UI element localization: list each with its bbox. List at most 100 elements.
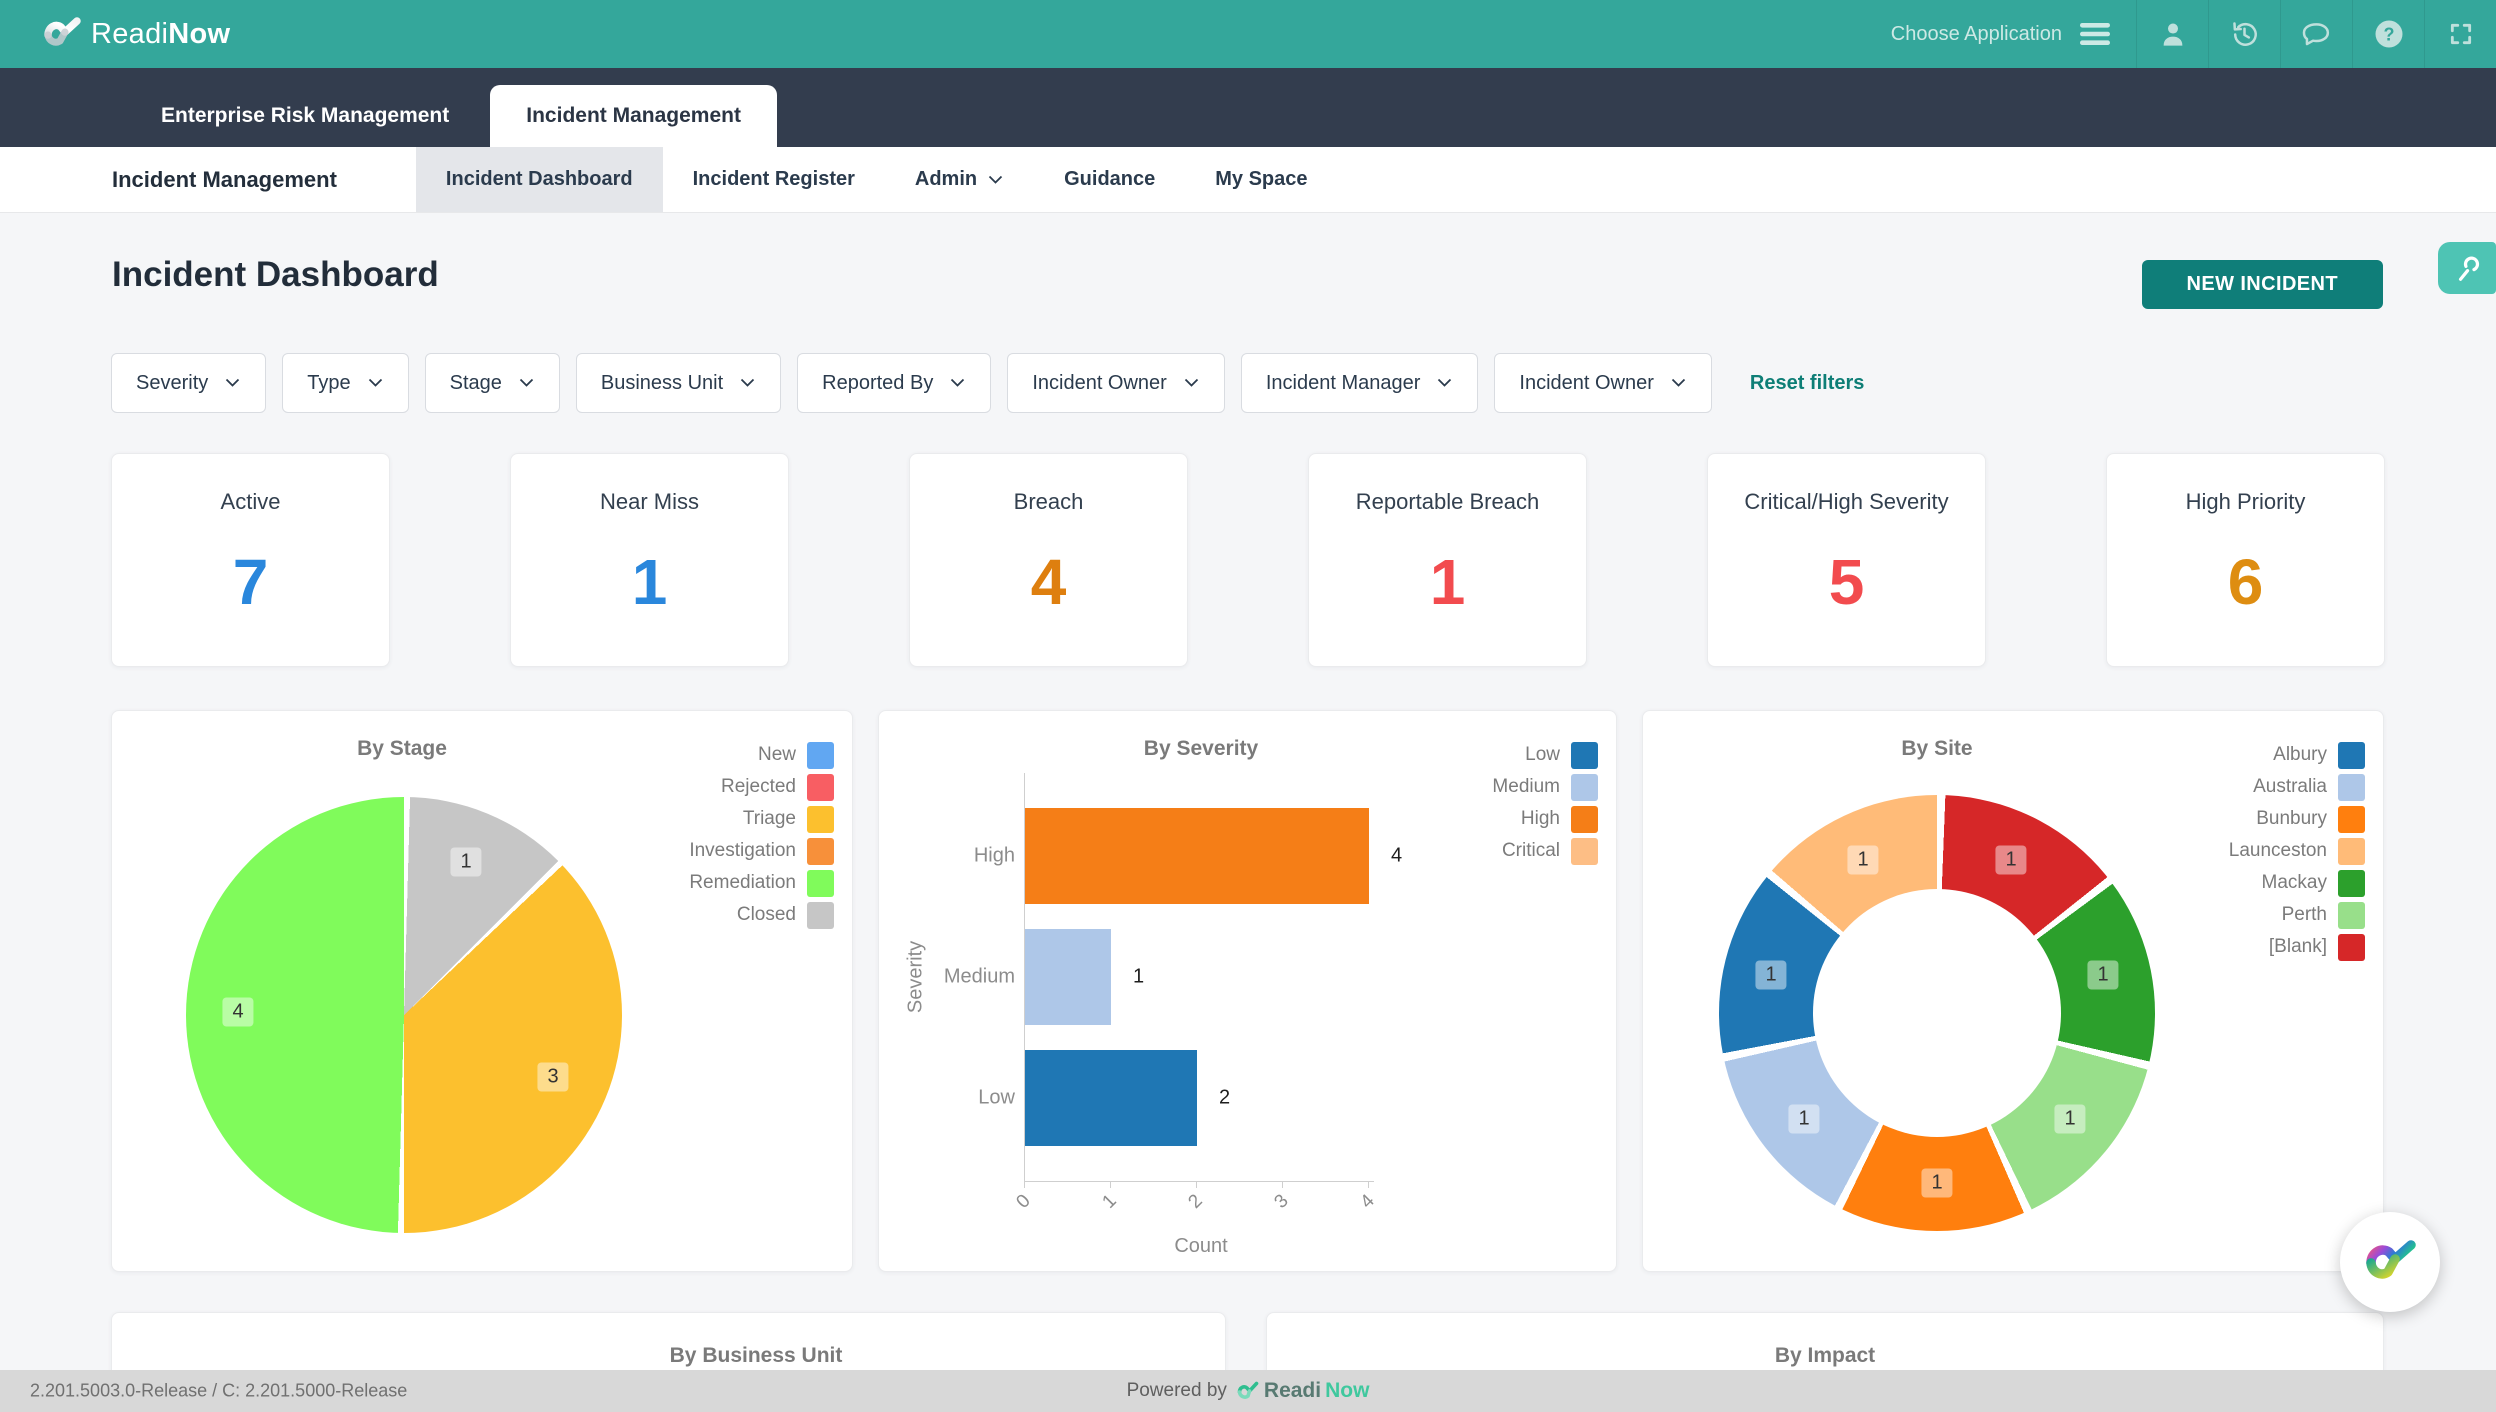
legend-item-high[interactable]: High	[1492, 803, 1598, 835]
legend-item-blank[interactable]: [Blank]	[2229, 931, 2365, 963]
brand-name-prefix: Readi	[91, 17, 169, 50]
legend-item-critical[interactable]: Critical	[1492, 835, 1598, 867]
nav-item-label: Guidance	[1064, 168, 1156, 190]
application-tabbar: Enterprise Risk Management Incident Mana…	[0, 68, 2496, 147]
tab-enterprise-risk-management[interactable]: Enterprise Risk Management	[161, 104, 450, 127]
chart-by-site: By Site Albury Australia Bunbury Launces…	[1642, 710, 2384, 1272]
by-site-donut[interactable]	[1719, 795, 2155, 1231]
legend-item-mackay[interactable]: Mackay	[2229, 867, 2365, 899]
filter-stage[interactable]: Stage	[424, 353, 560, 413]
slice-label-mackay: 1	[2087, 960, 2119, 990]
legend-swatch	[807, 869, 834, 897]
status-footer: 2.201.5003.0-Release / C: 2.201.5000-Rel…	[0, 1370, 2496, 1412]
kpi-card-critical-high-severity[interactable]: Critical/High Severity 5	[1707, 453, 1986, 667]
legend-label: High	[1520, 808, 1560, 829]
category-label-medium: Medium	[943, 965, 1015, 988]
tab-incident-management[interactable]: Incident Management	[490, 85, 777, 147]
chart-title: By Business Unit	[669, 1344, 843, 1367]
bar-high[interactable]	[1025, 808, 1369, 904]
legend-item-australia[interactable]: Australia	[2229, 771, 2365, 803]
legend-swatch	[2338, 933, 2365, 961]
slice-label-launceston: 1	[1847, 845, 1879, 875]
nav-item-my-space[interactable]: My Space	[1185, 147, 1337, 212]
nav-item-label: Incident Dashboard	[445, 168, 633, 190]
filter-incident-manager[interactable]: Incident Manager	[1240, 353, 1479, 413]
filter-label: Incident Owner	[1519, 371, 1654, 394]
nav-item-incident-register[interactable]: Incident Register	[663, 147, 885, 212]
y-axis-title: Severity	[904, 940, 927, 1014]
nav-item-admin[interactable]: Admin	[885, 147, 1034, 212]
charts-row: By Stage New Rejected Triage Investigati…	[111, 710, 2384, 1272]
filter-business-unit[interactable]: Business Unit	[575, 353, 782, 413]
legend-label: Albury	[2273, 744, 2327, 765]
configure-panel-button[interactable]	[2438, 242, 2496, 294]
chart-by-stage: By Stage New Rejected Triage Investigati…	[111, 710, 853, 1272]
legend-item-albury[interactable]: Albury	[2229, 739, 2365, 771]
kpi-card-high-priority[interactable]: High Priority 6	[2106, 453, 2385, 667]
legend-item-medium[interactable]: Medium	[1492, 771, 1598, 803]
reset-filters-link[interactable]: Reset filters	[1749, 371, 1865, 394]
bar-medium[interactable]	[1025, 929, 1111, 1025]
legend-item-bunbury[interactable]: Bunbury	[2229, 803, 2365, 835]
by-stage-pie[interactable]	[186, 797, 622, 1233]
legend-item-launceston[interactable]: Launceston	[2229, 835, 2365, 867]
filter-incident-owner[interactable]: Incident Owner	[1007, 353, 1225, 413]
by-severity-legend: Low Medium High Critical	[1492, 739, 1598, 867]
readinow-assistant-button[interactable]	[2340, 1212, 2440, 1312]
kpi-value: 5	[1828, 546, 1865, 619]
nav-item-label: Admin	[914, 168, 978, 190]
history-button[interactable]	[2208, 0, 2280, 68]
svg-text:?: ?	[2383, 25, 2394, 45]
legend-item-investigation[interactable]: Investigation	[689, 835, 834, 867]
x-tick-mark	[1110, 1181, 1111, 1188]
kpi-label: Breach	[1013, 489, 1084, 514]
readinow-check-icon	[44, 17, 81, 46]
legend-swatch	[2338, 805, 2365, 833]
kpi-card-near-miss[interactable]: Near Miss 1	[510, 453, 789, 667]
by-site-legend: Albury Australia Bunbury Launceston Mack…	[2229, 739, 2365, 963]
nav-item-incident-dashboard[interactable]: Incident Dashboard	[415, 147, 663, 212]
kpi-card-breach[interactable]: Breach 4	[909, 453, 1188, 667]
legend-label: Launceston	[2228, 840, 2327, 861]
chevron-down-icon	[368, 378, 382, 387]
filter-severity[interactable]: Severity	[111, 353, 267, 413]
legend-swatch	[807, 805, 834, 833]
legend-item-remediation[interactable]: Remediation	[689, 867, 834, 899]
fullscreen-button[interactable]	[2424, 0, 2496, 68]
kpi-value: 1	[631, 546, 668, 619]
legend-label: Australia	[2253, 776, 2327, 797]
kpi-card-active[interactable]: Active 7	[111, 453, 390, 667]
x-axis-line	[1024, 1181, 1374, 1182]
fullscreen-icon	[2450, 23, 2471, 45]
new-incident-button[interactable]: NEW INCIDENT	[2141, 260, 2383, 309]
legend-swatch	[2338, 869, 2365, 897]
filter-bar: Severity Type Stage Business Unit Report…	[111, 353, 1864, 413]
slice-label-perth: 1	[2054, 1104, 2086, 1134]
readinow-check-icon	[1237, 1381, 1259, 1399]
footer-brand-prefix: Readi	[1263, 1379, 1322, 1402]
user-icon	[2163, 23, 2182, 46]
footer-brand: Readi Now	[1236, 1379, 1369, 1403]
bar-low[interactable]	[1025, 1050, 1197, 1146]
choose-application-menu[interactable]: Choose Application	[1865, 0, 2136, 68]
legend-label: Rejected	[721, 776, 796, 797]
kpi-card-reportable-breach[interactable]: Reportable Breach 1	[1308, 453, 1587, 667]
legend-swatch	[807, 901, 834, 929]
legend-item-new[interactable]: New	[689, 739, 834, 771]
feedback-button[interactable]	[2280, 0, 2352, 68]
filter-type[interactable]: Type	[282, 353, 409, 413]
filter-reported-by[interactable]: Reported By	[797, 353, 992, 413]
slice-label-blank: 1	[1995, 845, 2027, 875]
legend-item-closed[interactable]: Closed	[689, 899, 834, 931]
help-button[interactable]: ?	[2352, 0, 2424, 68]
legend-swatch	[1571, 773, 1598, 801]
legend-item-rejected[interactable]: Rejected	[689, 771, 834, 803]
nav-item-guidance[interactable]: Guidance	[1034, 147, 1185, 212]
filter-incident-owner-2[interactable]: Incident Owner	[1494, 353, 1712, 413]
legend-item-perth[interactable]: Perth	[2229, 899, 2365, 931]
legend-item-triage[interactable]: Triage	[689, 803, 834, 835]
user-account-button[interactable]	[2136, 0, 2208, 68]
legend-item-low[interactable]: Low	[1492, 739, 1598, 771]
legend-swatch	[1571, 741, 1598, 769]
